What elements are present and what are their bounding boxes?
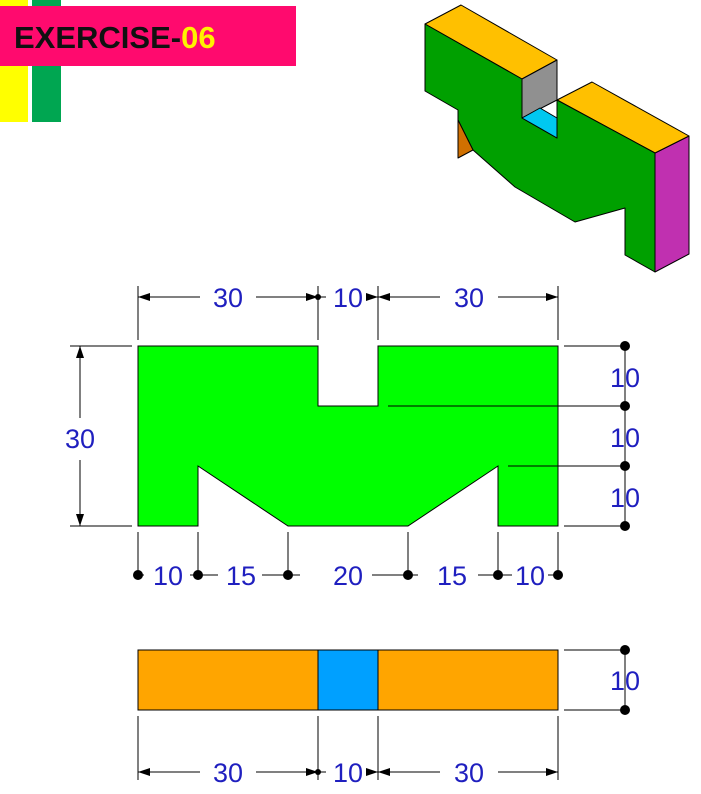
front-right-dim-bottom: 10 (610, 483, 640, 513)
bottom-view-right (377, 649, 559, 711)
front-bottom-dim-2: 15 (226, 561, 256, 591)
front-bottom-dim-5: 10 (515, 561, 545, 591)
front-view-dots (133, 294, 630, 580)
front-top-dim-middle: 10 (333, 283, 363, 313)
title-banner: EXERCISE-06 (0, 0, 296, 122)
front-view: 30 10 30 30 10 10 10 10 15 20 15 10 (65, 283, 640, 591)
isometric-view (424, 4, 690, 273)
iso-under-face (457, 119, 474, 159)
title-prefix: EXERCISE- (14, 20, 181, 55)
front-bottom-dim-4: 15 (437, 561, 467, 591)
bottom-view-dimensions (137, 649, 626, 780)
iso-slot-bottom (521, 107, 558, 139)
exercise-title: EXERCISE-06 (14, 20, 216, 55)
bottom-view-slot (317, 649, 379, 711)
front-right-dim-top: 10 (610, 363, 640, 393)
bottom-dim-left: 30 (213, 758, 243, 788)
front-top-dim-left: 30 (213, 283, 243, 313)
front-view-dimensions (70, 286, 626, 576)
bottom-view-dots (315, 645, 630, 775)
front-right-dim-middle: 10 (610, 423, 640, 453)
front-left-height: 30 (65, 424, 95, 454)
bottom-right-height: 10 (610, 666, 640, 696)
bottom-dim-right: 30 (454, 758, 484, 788)
front-top-dim-right: 30 (454, 283, 484, 313)
bottom-dim-middle: 10 (333, 758, 363, 788)
front-bottom-dim-1: 10 (153, 561, 183, 591)
front-bottom-dim-3: 20 (333, 561, 363, 591)
front-view-shape (137, 345, 559, 527)
title-background (0, 6, 296, 66)
iso-side-face (654, 135, 690, 273)
bottom-view: 10 30 10 30 (137, 645, 640, 788)
title-number: 06 (181, 20, 215, 55)
bottom-view-left (137, 649, 319, 711)
